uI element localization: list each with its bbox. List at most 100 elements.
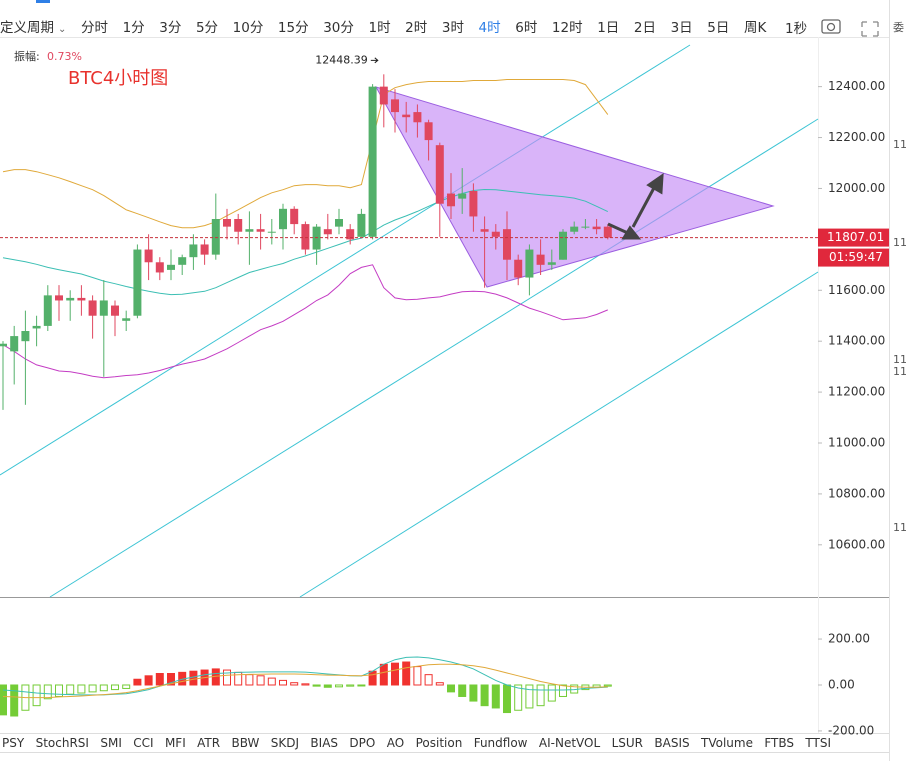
candle-body <box>413 112 422 123</box>
y-tick-label: 10600.00 <box>828 537 885 551</box>
histogram-bar <box>447 684 455 693</box>
histogram-bar <box>88 684 97 693</box>
candle-body <box>77 297 86 301</box>
histogram-bar <box>122 684 131 689</box>
indicator-tab[interactable]: BBW <box>231 736 260 750</box>
y-tick-label: 0.00 <box>828 677 855 691</box>
high-label: 12448.39 <box>315 53 368 66</box>
candle-body <box>55 295 63 301</box>
histogram-bar <box>503 684 511 714</box>
interval[interactable]: 3分 <box>159 20 182 36</box>
y-tick-label: 200.00 <box>828 632 870 646</box>
interval[interactable]: 6时 <box>515 20 538 36</box>
period-selector[interactable]: 定义周期 ⌄ <box>0 16 66 36</box>
candle-body <box>267 231 276 233</box>
interval[interactable]: 10分 <box>232 20 264 36</box>
indicator-tab[interactable]: Position <box>415 736 463 750</box>
interval[interactable]: 5分 <box>195 20 219 36</box>
candle-body <box>189 244 198 258</box>
interval[interactable]: 2日 <box>633 20 656 36</box>
period-label[interactable]: 定义周期 <box>0 20 54 36</box>
interval[interactable]: 3时 <box>441 20 464 36</box>
indicator-line <box>2 264 608 379</box>
candle-body <box>547 262 556 265</box>
plot: 12400.00 12200.00 12000.00 11600.00 11400.00… <box>0 53 889 737</box>
indicator-tab[interactable]: AI-NetVOL <box>538 736 601 750</box>
interval[interactable]: 1分 <box>122 20 145 36</box>
histogram-bar <box>323 684 332 688</box>
indicator-tab[interactable]: TTSI <box>805 736 832 750</box>
camera-icon[interactable] <box>821 19 841 34</box>
interval[interactable]: 5日 <box>707 20 730 36</box>
indicator-tab[interactable]: SKDJ <box>270 736 300 750</box>
interval[interactable]: 30分 <box>323 20 354 36</box>
interval[interactable]: 1时 <box>368 20 391 36</box>
candle-body <box>402 114 411 118</box>
indicator-tab[interactable]: CCI <box>133 736 154 750</box>
amplitude-label: 振幅: <box>14 49 40 63</box>
toolbar: 定义周期 ⌄ 分时 1分 3分 5分 10分 15分 30分 1时 2时 3时 4时 6时 12时 1日 2日… <box>0 14 781 38</box>
dropdown-caret[interactable]: ⌄ <box>58 24 67 35</box>
interval[interactable]: 1日 <box>597 20 620 36</box>
indicator-tab[interactable]: PSY <box>2 736 25 750</box>
toolbar-right[interactable]: 1秒 <box>785 21 808 37</box>
histogram-bar <box>167 673 175 686</box>
indicator-tab[interactable]: DPO <box>349 736 376 750</box>
histogram-bar <box>66 684 75 695</box>
indicator-tab[interactable]: AO <box>386 736 405 750</box>
candle-body <box>335 219 343 227</box>
indicator-tab[interactable]: SMI <box>100 736 122 750</box>
candle-body <box>514 259 523 278</box>
histogram-bar <box>379 663 388 686</box>
indicator-tab[interactable]: MFI <box>164 736 186 750</box>
histogram-bar <box>77 684 86 694</box>
interval[interactable]: 4时 <box>478 20 501 36</box>
interval[interactable]: 12时 <box>551 20 583 36</box>
interval[interactable]: 周K <box>743 20 767 36</box>
indicator-tab[interactable]: FTBS <box>764 736 795 750</box>
last-price-label: 11807.01 <box>827 230 884 244</box>
candle-body <box>301 224 310 250</box>
candle-body <box>111 305 119 316</box>
fullscreen-icon[interactable] <box>861 21 879 37</box>
amplitude: 0.73% <box>47 50 82 63</box>
strip-label: 11 <box>893 138 907 151</box>
camera-body[interactable] <box>821 19 841 34</box>
triangle-pattern <box>374 86 775 288</box>
histogram-bar <box>10 684 19 717</box>
interval[interactable]: 分时 <box>80 20 108 36</box>
histogram-bar <box>267 677 276 686</box>
candle-body <box>234 219 243 232</box>
y-tick-label: 12400.00 <box>828 79 885 93</box>
histogram-bar <box>368 670 377 686</box>
interval[interactable]: 15分 <box>277 20 309 36</box>
indicator-tab[interactable]: Fundflow <box>473 736 528 750</box>
candle-body <box>603 226 612 238</box>
indicator-tab[interactable]: LSUR <box>611 736 643 750</box>
interval[interactable]: 2时 <box>405 20 428 36</box>
indicator-tab[interactable]: TVolume <box>701 736 753 750</box>
candle-body <box>99 300 108 316</box>
candle-body <box>391 99 399 113</box>
fullscreen-corners[interactable] <box>861 21 879 37</box>
candle-body <box>256 229 265 232</box>
histogram-bar <box>413 666 422 686</box>
histogram-bar <box>536 684 545 707</box>
indicator-tab[interactable]: ATR <box>197 736 221 750</box>
histogram-bar <box>312 684 321 687</box>
y-tick-label: 12200.00 <box>828 130 885 144</box>
indicator-tab[interactable]: BASIS <box>654 736 690 750</box>
candle-body <box>503 229 511 260</box>
candle-body <box>458 193 467 199</box>
candle-body <box>279 208 287 230</box>
strip-label: 委 <box>893 21 904 34</box>
camera-lens[interactable] <box>826 22 836 32</box>
interval[interactable]: 3日 <box>670 20 693 36</box>
indicator-tab[interactable]: StochRSI <box>35 736 89 750</box>
histogram-bar <box>469 684 478 702</box>
candle-body <box>21 331 30 342</box>
channel-line <box>0 44 691 476</box>
candle-body <box>357 213 366 237</box>
indicator-tab[interactable]: BIAS <box>310 736 339 750</box>
